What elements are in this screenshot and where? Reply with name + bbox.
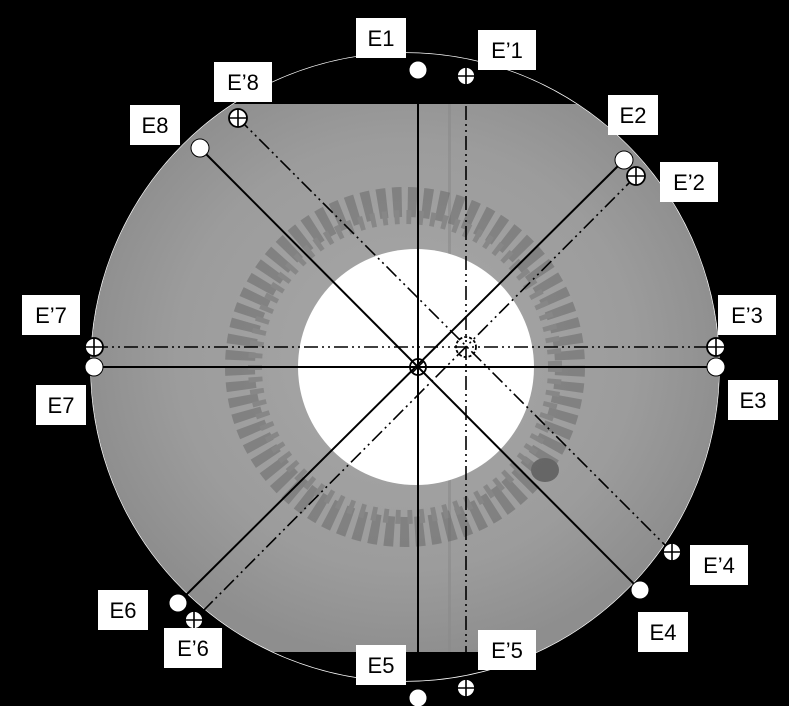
label-e5: E5 [368, 653, 395, 678]
electrode-e8 [191, 139, 209, 157]
electrode-e1 [409, 61, 427, 79]
label-e5-prime: E’5 [491, 638, 523, 663]
electrode-e6-prime [185, 611, 203, 629]
label-e3-prime: E’3 [731, 303, 763, 328]
label-e2-prime: E’2 [673, 170, 705, 195]
electrode-e7-prime [85, 338, 103, 356]
electrode-e3 [707, 358, 725, 376]
electrode-e1-prime [457, 67, 475, 85]
label-e3: E3 [740, 388, 767, 413]
electrode-e3-prime [707, 338, 725, 356]
label-e6-prime: E’6 [177, 636, 209, 661]
electrode-e2 [615, 151, 633, 169]
electrode-e6 [169, 594, 187, 612]
label-e7: E7 [48, 393, 75, 418]
electrode-e2-prime [627, 167, 645, 185]
label-e4-prime: E’4 [703, 553, 735, 578]
electrode-e4-prime [663, 543, 681, 561]
label-e4: E4 [650, 620, 677, 645]
electrode-e5-prime [457, 679, 475, 697]
label-e8: E8 [142, 113, 169, 138]
electrode-e4 [631, 581, 649, 599]
label-e8-prime: E’8 [227, 70, 259, 95]
label-e7-prime: E’7 [35, 303, 67, 328]
label-e2: E2 [620, 103, 647, 128]
electrode-e7 [85, 358, 103, 376]
electrode-e8-prime [229, 109, 247, 127]
electrode-e5 [409, 689, 427, 706]
label-e6: E6 [110, 598, 137, 623]
label-e1: E1 [368, 26, 395, 51]
label-e1-prime: E’1 [491, 38, 523, 63]
